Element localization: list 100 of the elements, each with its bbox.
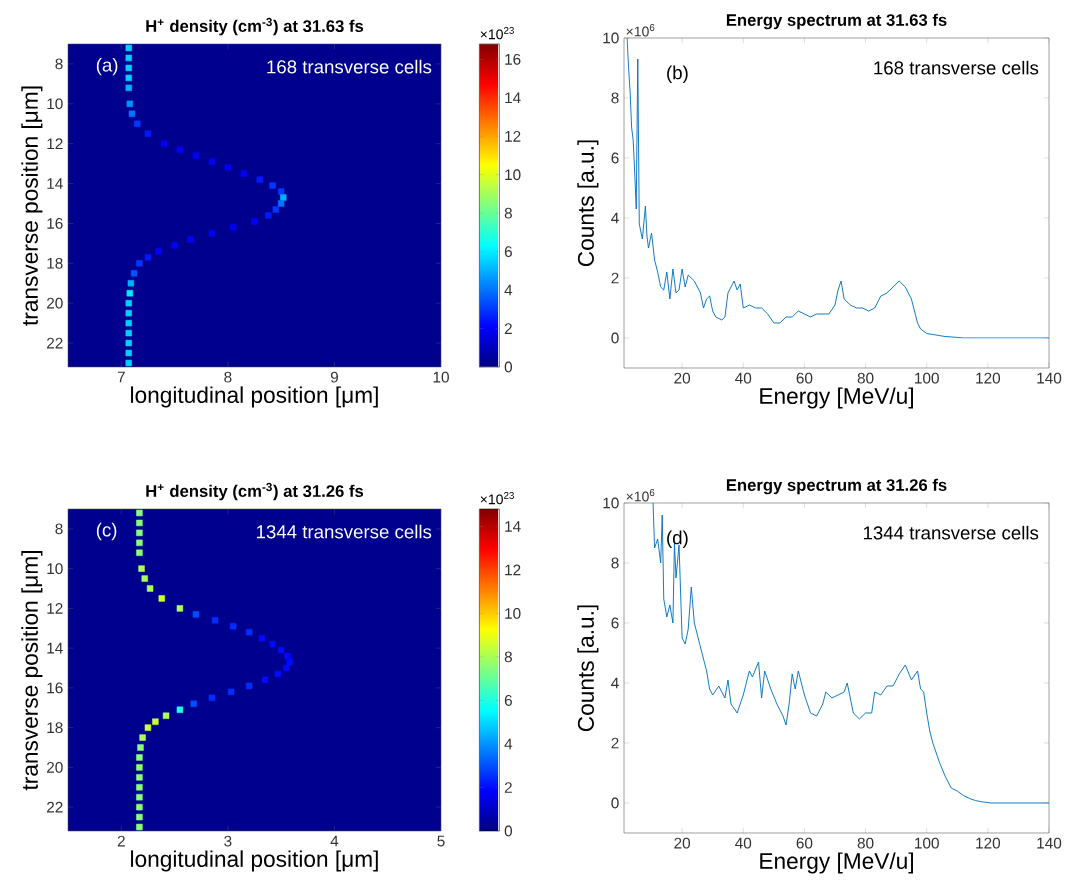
point: [211, 617, 219, 624]
y-axis-title: Counts [a.u.]: [577, 140, 599, 267]
x-tick-label: 7: [117, 371, 125, 383]
x-tick-label: 60: [796, 837, 813, 849]
color-bar-title: ×10$^{23}$: [480, 492, 514, 505]
point: [192, 152, 200, 159]
color-bar-label: 12: [505, 564, 521, 576]
point: [258, 634, 266, 642]
point: [125, 64, 132, 72]
y-tick-label: 8: [611, 557, 619, 569]
annotation: 1344 transverse cells: [256, 524, 432, 539]
point: [265, 212, 272, 219]
y-tick-label: 0: [611, 332, 619, 344]
point: [158, 595, 165, 602]
y-tick-label: 8: [55, 523, 63, 535]
x-tick-label: 100: [915, 372, 939, 384]
line-series: [652, 502, 1050, 804]
chart-title: Energy spectrum at 31.63 fs: [726, 13, 947, 30]
y-tick-label: 6: [611, 152, 619, 164]
color-bar-label: 6: [504, 246, 512, 258]
point: [125, 359, 132, 367]
point: [144, 254, 152, 261]
x-tick-label: 80: [857, 837, 874, 849]
point: [136, 784, 143, 791]
point: [280, 194, 287, 201]
y-tick-label: 16: [47, 682, 63, 694]
point: [229, 224, 237, 231]
color-bar-label: 2: [504, 323, 512, 334]
x-tick-label: 60: [796, 372, 813, 384]
y-tick-label: 10: [603, 32, 619, 44]
point: [134, 120, 141, 127]
point: [269, 182, 276, 189]
y-tick-label: 8: [611, 92, 619, 104]
y-tick-label: 4: [611, 677, 619, 689]
y-tick-label: 10: [47, 563, 63, 575]
point: [187, 236, 194, 243]
y-tick-label: 22: [47, 801, 63, 813]
y-tick-label: 2: [611, 272, 619, 284]
color-bar-label: 12: [505, 130, 521, 142]
y-tick-label: 18: [47, 257, 63, 269]
point: [176, 146, 184, 153]
y-tick-label: 4: [611, 212, 619, 224]
point: [125, 299, 132, 307]
point: [269, 640, 276, 648]
color-bar-label: 4: [504, 738, 513, 750]
y-tick-label: 12: [47, 603, 63, 614]
x-tick-label: 8: [224, 371, 232, 383]
x-tick-label: 5: [437, 835, 445, 847]
x-tick-label: 140: [1037, 372, 1062, 384]
point: [137, 744, 144, 751]
point: [125, 349, 132, 357]
point: [277, 646, 285, 654]
point: [171, 242, 178, 249]
y-tick-label: 10: [47, 98, 63, 110]
point: [136, 529, 143, 537]
x-tick-label: 20: [674, 372, 691, 384]
point: [155, 248, 162, 255]
annotation: 168 transverse cells: [874, 60, 1039, 75]
x-tick-label: 100: [915, 837, 939, 849]
color-bar-label: 6: [504, 695, 512, 706]
y-tick-label: 18: [47, 722, 63, 734]
color-bar-label: 14: [505, 521, 521, 532]
y-axis-title: Counts [a.u.]: [577, 605, 599, 732]
annotation: 168 transverse cells: [267, 59, 432, 74]
color-bar-label: 0: [504, 825, 513, 837]
x-tick-label: 40: [735, 372, 752, 384]
x-tick-label: 4: [330, 835, 339, 847]
point: [141, 575, 148, 582]
point: [127, 280, 135, 287]
text: ×10$^{6}$: [626, 489, 655, 502]
y-tick-label: 16: [47, 218, 63, 229]
point: [146, 585, 154, 592]
x-tick-label: 3: [224, 835, 232, 847]
y-axis-title: transverse position [μm]: [21, 551, 43, 791]
point: [139, 734, 146, 741]
point: [208, 694, 216, 702]
point: [125, 44, 132, 52]
point: [136, 260, 143, 267]
color-bar-label: 14: [505, 92, 521, 104]
point: [138, 565, 145, 572]
point: [245, 629, 253, 636]
point: [136, 754, 143, 761]
x-tick-label: 2: [117, 835, 125, 847]
y-tick-label: 14: [47, 178, 63, 189]
y-tick-label: 22: [47, 337, 63, 349]
color-bar-label: 10: [505, 608, 521, 619]
point: [261, 676, 269, 684]
x-axis-title: longitudinal position [μm]: [131, 850, 378, 872]
x-tick-label: 9: [330, 371, 338, 383]
point: [190, 700, 197, 707]
y-tick-label: 0: [611, 797, 619, 809]
point: [227, 688, 235, 696]
chart-title: H$^{+}$ density (cm$^{-3}$) at 31.63 fs: [146, 17, 364, 36]
point: [224, 164, 232, 171]
point: [125, 54, 132, 62]
x-axis-title: Energy [MeV/u]: [760, 852, 913, 874]
x-tick-label: 120: [976, 372, 1001, 384]
point: [283, 664, 290, 672]
y-tick-label: 14: [47, 642, 63, 654]
color-bar-label: 8: [504, 651, 512, 663]
